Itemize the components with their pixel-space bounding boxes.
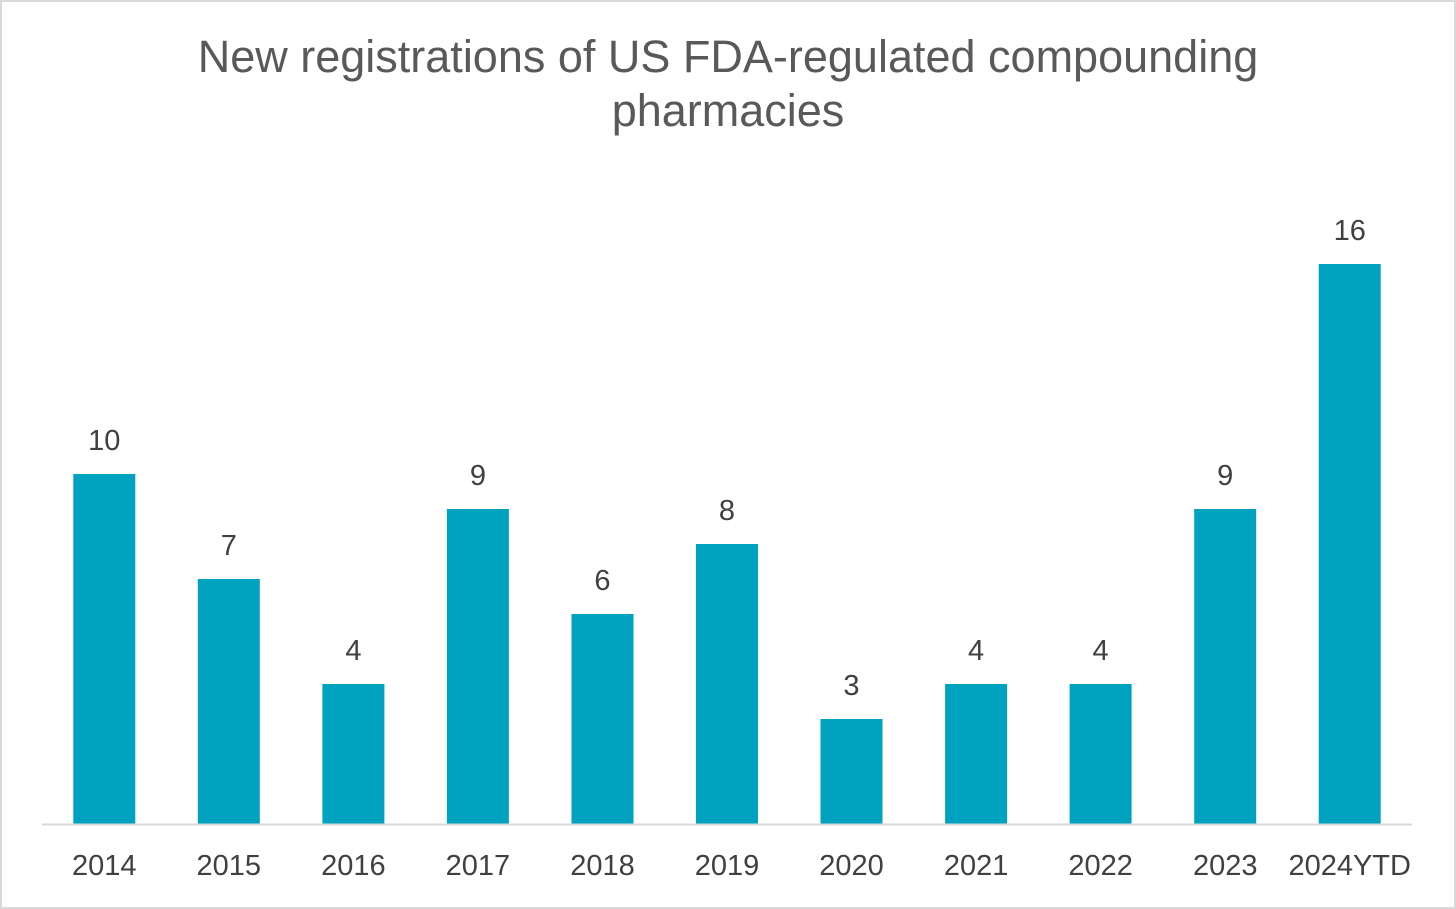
bar-2023 — [1194, 509, 1257, 824]
x-tick-2021: 2021 — [944, 850, 1009, 882]
x-tick-2019: 2019 — [695, 850, 760, 882]
bar-2021 — [945, 684, 1008, 824]
x-tick-2014: 2014 — [72, 850, 137, 882]
bar-2020 — [820, 719, 883, 824]
x-tick-2016: 2016 — [321, 850, 386, 882]
bars-layer — [73, 264, 1381, 824]
x-tick-2023: 2023 — [1193, 850, 1258, 882]
x-tick-2024YTD: 2024YTD — [1288, 850, 1411, 882]
data-label-2023: 9 — [1217, 460, 1233, 492]
data-label-2017: 9 — [470, 460, 486, 492]
x-tick-2017: 2017 — [446, 850, 511, 882]
bar-2016 — [322, 684, 385, 824]
x-tick-2015: 2015 — [197, 850, 262, 882]
data-label-2019: 8 — [719, 495, 735, 527]
data-label-2024YTD: 16 — [1334, 215, 1366, 247]
bar-2017 — [446, 509, 509, 824]
chart-title-line-2: pharmacies — [611, 85, 845, 136]
bar-2024YTD — [1318, 264, 1381, 824]
bar-2015 — [197, 579, 260, 824]
data-label-2022: 4 — [1093, 635, 1109, 667]
data-label-2015: 7 — [221, 530, 237, 562]
bar-2014 — [73, 474, 136, 824]
data-label-2020: 3 — [843, 670, 859, 702]
labels-layer: 10 7 4 9 6 8 3 4 4 9 16 — [88, 215, 1366, 702]
x-tick-2018: 2018 — [570, 850, 635, 882]
data-label-2014: 10 — [88, 425, 120, 457]
data-label-2021: 4 — [968, 635, 984, 667]
chart-title-line-1: New registrations of US FDA-regulated co… — [197, 31, 1259, 82]
x-tick-2022: 2022 — [1068, 850, 1133, 882]
x-tick-labels: 2014 2015 2016 2017 2018 2019 2020 2021 2022 2023… — [72, 850, 1411, 882]
bar-2022 — [1069, 684, 1132, 824]
data-label-2018: 6 — [594, 565, 610, 597]
x-tick-2020: 2020 — [819, 850, 884, 882]
chart-title: New registrations of US FDA-regulated co… — [0, 30, 1456, 138]
data-label-2016: 4 — [345, 635, 361, 667]
bar-2019 — [696, 544, 758, 824]
bar-2018 — [571, 614, 634, 824]
